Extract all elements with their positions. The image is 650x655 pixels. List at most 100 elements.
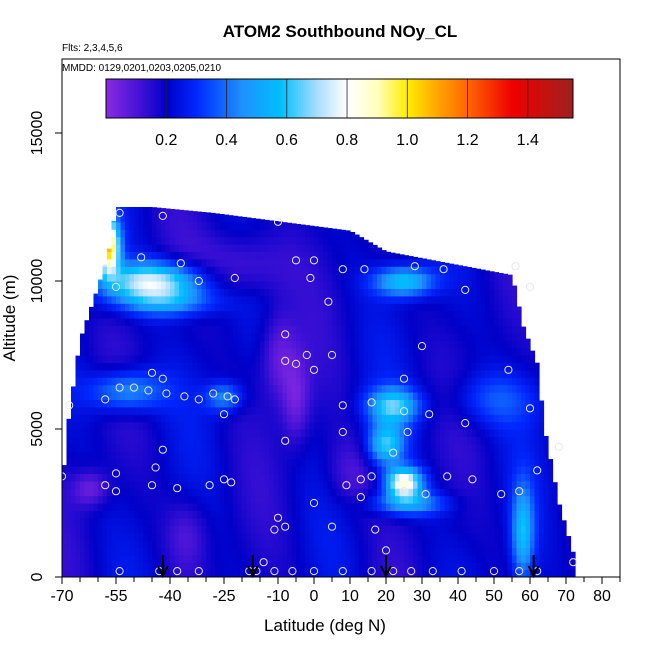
heatmap-cell [188, 436, 194, 445]
heatmap-cell [332, 414, 338, 423]
heatmap-cell [390, 488, 396, 497]
heatmap-cell [98, 288, 104, 297]
heatmap-cell [170, 355, 176, 363]
heatmap-cell [399, 384, 405, 393]
heatmap-cell [323, 517, 329, 526]
heatmap-cell [210, 429, 216, 437]
heatmap-cell [183, 517, 189, 526]
heatmap-cell [147, 236, 153, 245]
heatmap-cell [386, 362, 392, 371]
heatmap-cell [431, 532, 437, 541]
heatmap-cell [233, 503, 239, 511]
heatmap-cell [89, 384, 95, 393]
heatmap-cell [188, 414, 194, 423]
heatmap-cell [417, 473, 423, 482]
heatmap-cell [323, 429, 329, 437]
heatmap-cell [534, 384, 540, 393]
heatmap-cell [530, 429, 536, 437]
heatmap-cell [251, 281, 257, 289]
heatmap-cell [512, 310, 518, 319]
heatmap-cell [485, 369, 491, 378]
heatmap-cell [323, 436, 329, 445]
heatmap-cell [192, 214, 198, 223]
heatmap-cell [125, 488, 131, 497]
heatmap-cell [462, 495, 468, 504]
heatmap-cell [494, 303, 500, 312]
heatmap-cell [174, 421, 180, 430]
heatmap-cell [350, 369, 356, 378]
heatmap-cell [377, 473, 383, 482]
heatmap-cell [359, 251, 365, 260]
heatmap-cell [179, 436, 185, 445]
heatmap-cell [368, 569, 374, 577]
heatmap-cell [66, 451, 72, 460]
heatmap-cell [224, 473, 230, 482]
heatmap-cell [449, 473, 455, 482]
heatmap-cell [381, 480, 387, 489]
heatmap-cell [210, 355, 216, 363]
heatmap-cell [174, 244, 180, 252]
heatmap-cell [210, 214, 216, 223]
heatmap-cell [494, 562, 500, 571]
heatmap-cell [444, 562, 450, 571]
heatmap-cell [246, 362, 252, 371]
heatmap-cell [197, 266, 203, 275]
heatmap-cell [278, 532, 284, 541]
heatmap-cell [327, 251, 333, 260]
heatmap-cell [539, 517, 545, 526]
heatmap-cell [197, 458, 203, 467]
heatmap-cell [350, 554, 356, 563]
heatmap-cell [485, 332, 491, 341]
heatmap-cell [413, 540, 419, 548]
heatmap-cell [399, 273, 405, 282]
heatmap-cell [197, 221, 203, 230]
observation-point [525, 282, 535, 291]
heatmap-cell [314, 429, 320, 437]
heatmap-cell [525, 562, 531, 571]
heatmap-cell [219, 562, 225, 571]
heatmap-cell [152, 384, 158, 393]
heatmap-cell [156, 488, 162, 497]
heatmap-cell [377, 347, 383, 356]
heatmap-cell [530, 547, 536, 556]
heatmap-cell [255, 221, 261, 230]
heatmap-cell [390, 325, 396, 334]
heatmap-cell [480, 540, 486, 548]
heatmap-cell [165, 318, 171, 326]
heatmap-cell [341, 540, 347, 548]
heatmap-cell [444, 414, 450, 423]
heatmap-cell [156, 303, 162, 312]
heatmap-cell [219, 429, 225, 437]
heatmap-cell [489, 288, 495, 297]
heatmap-cell [561, 554, 567, 563]
heatmap-cell [530, 540, 536, 548]
heatmap-cell [314, 295, 320, 304]
heatmap-cell [152, 399, 158, 408]
heatmap-cell [476, 473, 482, 482]
heatmap-cell [449, 510, 455, 519]
heatmap-cell [539, 400, 545, 408]
heatmap-cell [458, 332, 464, 341]
heatmap-cell [332, 569, 338, 577]
heatmap-cell [138, 332, 144, 341]
heatmap-cell [440, 451, 446, 460]
heatmap-cell [332, 503, 338, 511]
heatmap-cell [161, 525, 167, 534]
heatmap-cell [237, 532, 243, 541]
observation-point [101, 395, 110, 404]
heatmap-cell [507, 332, 513, 341]
observation-point [421, 490, 430, 499]
heatmap-cell [84, 510, 90, 519]
heatmap-cell [201, 273, 207, 282]
heatmap-cell [327, 244, 333, 252]
heatmap-cell [521, 362, 527, 371]
heatmap-cell [296, 451, 302, 460]
heatmap-cell [372, 488, 378, 497]
heatmap-cell [390, 377, 396, 386]
heatmap-cell [354, 429, 360, 437]
heatmap-cell [264, 288, 270, 297]
heatmap-cell [521, 421, 527, 430]
heatmap-cell [179, 562, 185, 571]
heatmap-cell [282, 399, 288, 408]
heatmap-cell [372, 273, 378, 282]
